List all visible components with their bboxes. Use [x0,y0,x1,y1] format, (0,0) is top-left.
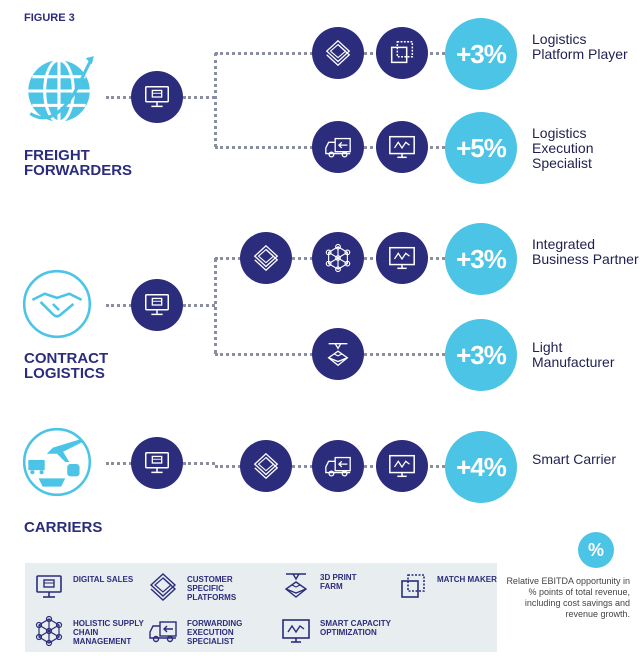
capability-node [131,279,183,331]
capability-node [240,440,292,492]
ebitda-value-circle: +4% [445,431,517,503]
dotted-connector [214,53,217,147]
dotted-connector [183,96,215,99]
percent-badge: % [578,532,614,568]
capability-node [312,440,364,492]
handshake-icon [22,269,92,339]
legend-label: SMART CAPACITY OPTIMIZATION [320,619,391,637]
supply-chain-icon [325,243,351,273]
forwarding-truck-icon [149,621,177,643]
capability-node [376,232,428,284]
smart-capacity-icon [389,454,415,478]
legend-label: 3D PRINT FARM [320,573,357,591]
smart-capacity-icon [389,135,415,159]
segment-title-freight-forwarders: FREIGHT FORWARDERS [24,148,132,178]
smart-capacity-icon [282,619,310,643]
legend-item: SMART CAPACITY OPTIMIZATION [280,615,410,647]
capability-node [376,27,428,79]
segment-title-carriers: CARRIERS [24,520,102,535]
customer-platforms-icon [325,39,351,67]
capability-node [312,27,364,79]
3d-print-icon [327,343,349,367]
supply-chain-icon [35,615,63,647]
capability-node [131,437,183,489]
dotted-connector [106,304,132,307]
legend: DIGITAL SALES CUSTOMER SPECIFIC PLATFORMS… [25,563,497,652]
archetype-label: Logistics Execution Specialist [532,124,594,171]
legend-label: MATCH MAKER [437,575,497,584]
legend-item: CUSTOMER SPECIFIC PLATFORMS [147,571,267,603]
forwarding-truck-icon [325,456,351,477]
digital-sales-icon [36,575,62,598]
segment-title-line: LOGISTICS [24,365,105,382]
ebitda-value-circle: +3% [445,319,517,391]
legend-item: DIGITAL SALES [33,571,143,603]
segment-title-line: FREIGHT [24,147,90,164]
note-text: Relative EBITDA opportunity in % points … [506,576,630,619]
archetype-label: Light Manufacturer [532,339,615,370]
ebitda-value-circle: +3% [445,223,517,295]
dotted-connector [106,462,132,465]
globe-icon [28,56,94,124]
dotted-connector [183,462,215,465]
capability-node [312,232,364,284]
3d-print-icon [284,573,308,598]
capability-node [312,121,364,173]
archetype-label: Smart Carrier [532,451,617,467]
figure-label: FIGURE 3 [24,12,75,24]
dotted-connector [214,258,217,354]
dotted-connector [106,96,132,99]
smart-capacity-icon [389,246,415,270]
forwarding-truck-icon [325,137,351,158]
transport-modes-icon [22,427,92,497]
legend-item: MATCH MAKER [397,571,497,603]
match-maker-icon [390,41,414,64]
capability-node [240,232,292,284]
capability-node [312,328,364,380]
ebitda-value-circle: +5% [445,112,517,184]
segment-title-line: CONTRACT [24,350,109,367]
capability-node [376,440,428,492]
legend-label: CUSTOMER SPECIFIC PLATFORMS [187,575,237,602]
customer-platforms-icon [253,244,279,272]
legend-label: DIGITAL SALES [73,575,134,584]
legend-item: 3D PRINT FARM [280,569,380,601]
customer-platforms-icon [253,452,279,480]
archetype-label: Integrated Business Partner [532,235,639,267]
digital-sales-icon [145,451,169,474]
customer-platforms-icon [149,573,177,601]
segment-title-line: FORWARDERS [24,162,133,179]
capability-node [376,121,428,173]
dotted-connector [183,304,215,307]
digital-sales-icon [145,293,169,316]
capability-node [131,71,183,123]
legend-item: HOLISTIC SUPPLY CHAIN MANAGEMENT [33,615,153,647]
digital-sales-icon [145,85,169,108]
ebitda-value-circle: +3% [445,18,517,90]
legend-label: FORWARDING EXECUTION SPECIALIST [187,619,243,646]
segment-title-contract-logistics: CONTRACT LOGISTICS [24,351,108,381]
archetype-label: Logistics Platform Player [532,30,628,62]
segment-title-line: CARRIERS [24,519,103,536]
legend-label: HOLISTIC SUPPLY CHAIN MANAGEMENT [73,619,144,646]
legend-item: FORWARDING EXECUTION SPECIALIST [147,615,267,647]
match-maker-icon [401,574,425,598]
